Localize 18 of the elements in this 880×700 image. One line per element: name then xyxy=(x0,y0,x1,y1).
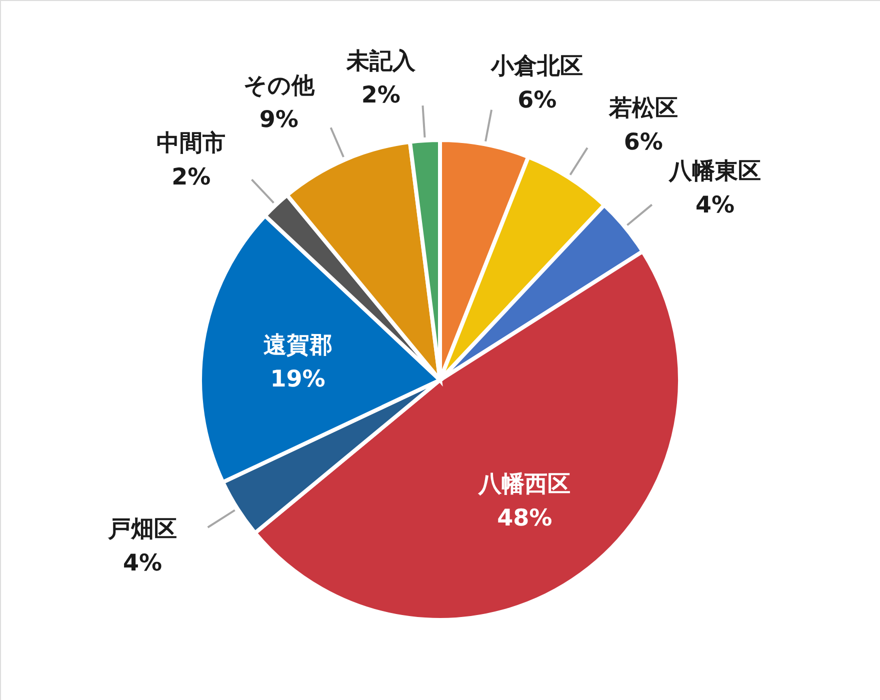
data-label: 19% xyxy=(270,366,326,392)
slice-label: 遠賀郡 xyxy=(263,332,332,358)
slice-label: 八幡東区 xyxy=(668,158,762,185)
data-label: 2% xyxy=(172,164,211,191)
slice-label: その他 xyxy=(243,73,316,100)
slice-label: 小倉北区 xyxy=(490,53,584,80)
data-label: 9% xyxy=(259,107,298,134)
data-label: 6% xyxy=(518,87,557,114)
slice-label: 八幡西区 xyxy=(478,472,571,498)
slice-label: 未記入 xyxy=(345,48,416,75)
data-label: 4% xyxy=(122,550,162,576)
data-label: 4% xyxy=(695,192,735,219)
slice-label: 中間市 xyxy=(156,130,226,157)
data-label: 6% xyxy=(624,129,663,156)
slice-label: 若松区 xyxy=(608,95,678,122)
slice-label: 戸畑区 xyxy=(106,516,177,542)
data-label: 2% xyxy=(361,82,400,109)
data-label: 48% xyxy=(497,506,552,532)
